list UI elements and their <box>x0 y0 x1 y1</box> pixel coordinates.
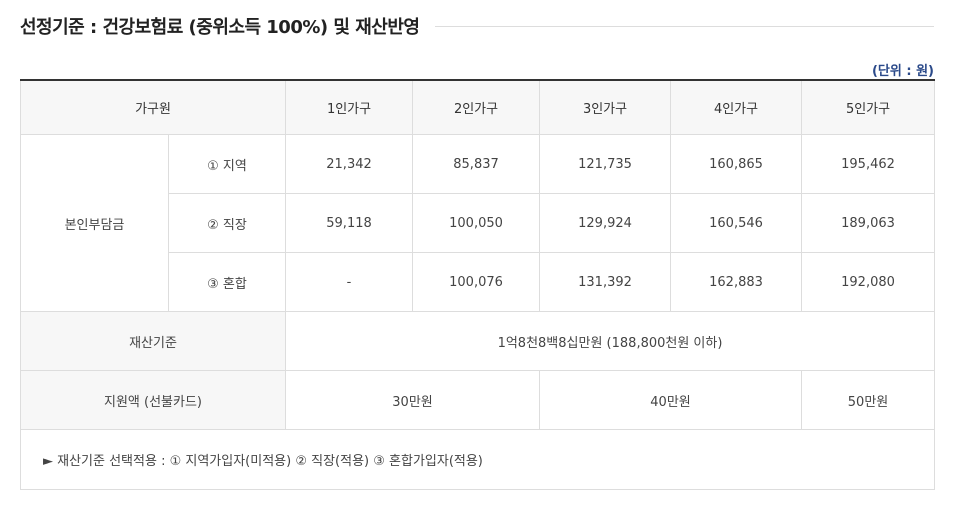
table-row: 지원액 (선불카드) 30만원 40만원 50만원 <box>19 370 936 430</box>
table-cell: 162,883 <box>670 252 803 312</box>
table-cell: 40만원 <box>539 370 803 430</box>
table-cell: 30만원 <box>285 370 541 430</box>
table-cell: 50만원 <box>801 370 936 430</box>
header-col-4: 4인가구 <box>670 79 803 135</box>
burden-label: 본인부담금 <box>20 134 169 312</box>
unit-label: (단위 : 원) <box>871 64 934 79</box>
section-header: 선정기준 : 건강보험료 (중위소득 100%) 및 재산반영 <box>20 12 934 40</box>
table-cell: - <box>285 252 414 312</box>
property-label: 재산기준 <box>19 311 287 371</box>
row-type: ② 직장 <box>167 193 287 253</box>
header-group: 가구원 <box>19 79 287 135</box>
header-col-1: 1인가구 <box>285 79 414 135</box>
table-cell: 192,080 <box>801 252 936 312</box>
header-col-2: 2인가구 <box>412 79 541 135</box>
table-row: ► 재산기준 선택적용 : ① 지역가입자(미적용) ② 직장(적용) ③ 혼합… <box>19 429 936 490</box>
row-type: ① 지역 <box>167 134 287 194</box>
table-cell: 195,462 <box>801 134 936 194</box>
table-cell: 100,050 <box>412 193 541 253</box>
table-cell: 21,342 <box>285 134 414 194</box>
table-header-row: 가구원 1인가구 2인가구 3인가구 4인가구 5인가구 <box>19 79 936 135</box>
support-label: 지원액 (선불카드) <box>19 370 287 430</box>
header-col-5: 5인가구 <box>801 79 936 135</box>
table-cell: 85,837 <box>412 134 541 194</box>
header-col-3: 3인가구 <box>539 79 672 135</box>
table-row: 본인부담금 ① 지역 21,342 85,837 121,735 160,865… <box>20 134 936 312</box>
table-cell: 131,392 <box>539 252 672 312</box>
property-value: 1억8천8백8십만원 (188,800천원 이하) <box>285 311 936 371</box>
table-cell: 160,865 <box>670 134 803 194</box>
table-cell: 160,546 <box>670 193 803 253</box>
criteria-table: 가구원 1인가구 2인가구 3인가구 4인가구 5인가구 본인부담금 ① 지역 … <box>19 79 936 490</box>
table-cell: 100,076 <box>412 252 541 312</box>
table-cell: 189,063 <box>801 193 936 253</box>
row-type: ③ 혼합 <box>167 252 287 312</box>
note-text: ► 재산기준 선택적용 : ① 지역가입자(미적용) ② 직장(적용) ③ 혼합… <box>19 429 936 490</box>
table-cell: 59,118 <box>285 193 414 253</box>
page-title: 선정기준 : 건강보험료 (중위소득 100%) 및 재산반영 <box>20 17 420 38</box>
table-row: ③ 혼합 - 100,076 131,392 162,883 192,080 <box>21 252 936 312</box>
title-divider <box>435 25 934 27</box>
table-row: ② 직장 59,118 100,050 129,924 160,546 189,… <box>21 193 936 253</box>
table-row: 재산기준 1억8천8백8십만원 (188,800천원 이하) <box>19 311 936 371</box>
table-cell: 129,924 <box>539 193 672 253</box>
table-cell: 121,735 <box>539 134 672 194</box>
